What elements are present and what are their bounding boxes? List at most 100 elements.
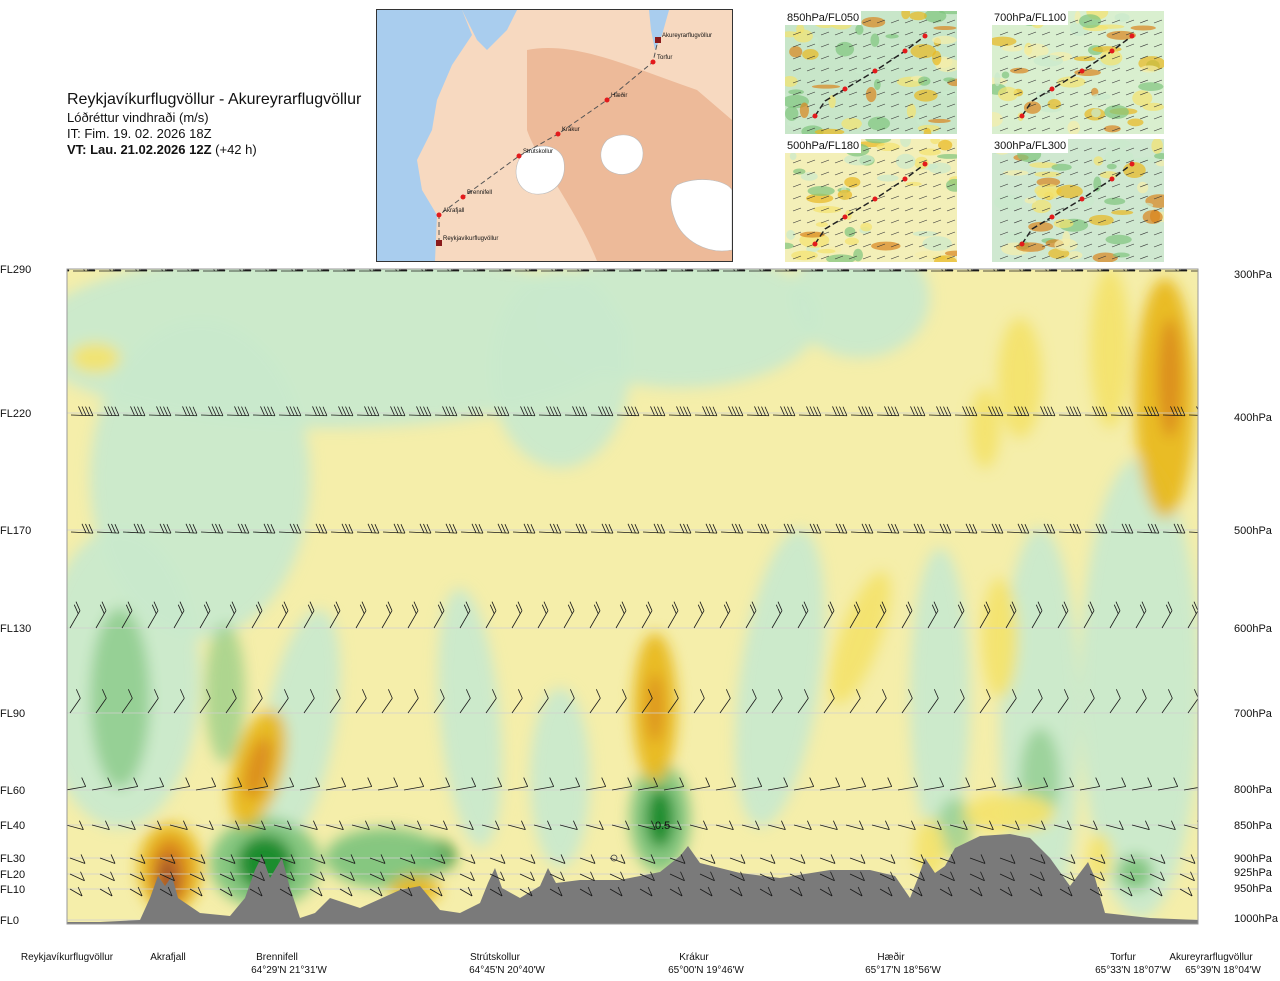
mini-map-barb (1027, 183, 1037, 188)
mini-map-barb (932, 127, 942, 132)
wind-barb (247, 820, 266, 831)
mini-map-barb (999, 103, 1009, 108)
wind-barb (745, 689, 757, 714)
velocity-cell (790, 269, 930, 358)
mini-map-cell (910, 44, 937, 59)
mini-map-cell (906, 103, 917, 119)
route-waypoint (650, 59, 656, 65)
mini-map-barb (1125, 19, 1135, 24)
wind-barb (1057, 689, 1069, 714)
mini-map-cell (1099, 50, 1123, 66)
mini-map-barb (890, 255, 900, 260)
wind-barb (1005, 601, 1017, 629)
mini-map-barb (932, 79, 942, 84)
mini-map-barb (876, 103, 886, 108)
wind-barb (954, 523, 978, 534)
wind-barb (590, 406, 614, 417)
wind-barb (1136, 406, 1160, 417)
mini-map-barb (1125, 79, 1135, 84)
mini-map-cell (800, 172, 818, 181)
wind-barb (637, 820, 656, 831)
mini-map-waypoint (902, 48, 908, 54)
mini-map-barb (1139, 127, 1149, 132)
mini-map-barb (862, 147, 872, 152)
mini-map-cell (799, 102, 809, 118)
wind-barb (512, 406, 536, 417)
flight-level-label: FL90 (0, 708, 25, 720)
wind-barb (408, 406, 432, 417)
mini-map-barb (946, 115, 956, 120)
wind-barb (40, 778, 60, 790)
mini-map-barb (890, 31, 900, 36)
wind-barb (871, 777, 893, 791)
mini-map-cell (793, 29, 813, 43)
mini-map-barb (1139, 231, 1149, 236)
velocity-cell (998, 318, 1042, 438)
mini-map-barb (1027, 55, 1037, 60)
mini-map-cell (871, 241, 901, 251)
north-fjord (649, 10, 669, 50)
wind-barb (798, 523, 822, 534)
wind-barb (95, 689, 107, 714)
mini-map-barb (1069, 159, 1079, 164)
wind-barb (148, 523, 172, 534)
mini-map-cell (1112, 252, 1130, 258)
mini-map-barb (862, 115, 872, 120)
pressure-level-label: 950hPa (1234, 883, 1273, 895)
wind-barb (715, 820, 734, 831)
wind-barb (279, 871, 295, 882)
wind-barb (69, 601, 81, 629)
mini-map-barb (1055, 255, 1065, 260)
mini-map-barb (946, 255, 956, 260)
mini-map-barb (792, 127, 802, 132)
mini-map-barb (1139, 255, 1149, 260)
mini-map-barb (904, 91, 914, 96)
mini-map-barb (792, 255, 802, 260)
wind-barb (564, 406, 588, 417)
wind-barb (252, 406, 276, 417)
mini-map-barb (1055, 115, 1065, 120)
mini-map-barb (918, 115, 928, 120)
mini-map-cell (785, 75, 798, 87)
mini-map-barb (1069, 115, 1079, 120)
wind-barb (720, 406, 744, 417)
wind-barb (1135, 689, 1147, 714)
velocity-cell (937, 798, 973, 858)
wind-barb (460, 523, 484, 534)
wind-barb (247, 777, 269, 791)
wind-barb (304, 523, 328, 534)
mini-map-cell (940, 90, 957, 97)
mini-map-barb (932, 207, 942, 212)
velocity-cell (90, 608, 150, 788)
wind-barb (824, 406, 848, 417)
mini-map-cell (943, 77, 956, 82)
mini-map-cell (786, 119, 815, 128)
wind-barb (69, 689, 81, 714)
mini-map-barb (834, 159, 844, 164)
wind-barb (667, 601, 679, 629)
mini-map-barb (1153, 219, 1163, 224)
wind-barb (616, 406, 640, 417)
glacier-3 (670, 179, 732, 252)
wind-barb (699, 871, 715, 882)
mini-map-cell (785, 106, 799, 121)
pressure-level-label: 1000hPa (1234, 913, 1279, 925)
mini-map-cell (785, 242, 794, 250)
mini-map-barb (876, 91, 886, 96)
wind-barb (1162, 523, 1186, 534)
route-waypoint (436, 212, 442, 218)
mini-map-barb (1111, 171, 1121, 176)
waypoint-coordinates: 65°00'N 19°46'W (668, 965, 744, 976)
wind-barb (1149, 886, 1163, 897)
mini-map-barb (918, 103, 928, 108)
wind-barb (299, 777, 321, 791)
mini-map-barb (1083, 127, 1093, 132)
wind-barb (589, 689, 601, 714)
mini-map-barb (806, 67, 816, 72)
mini-map-cell (812, 206, 842, 214)
mini-map-barb (1097, 195, 1107, 200)
wind-barb (273, 820, 292, 831)
mini-map-cell (1131, 157, 1161, 163)
wind-barb (121, 689, 133, 714)
mini-map-barb (820, 31, 830, 36)
